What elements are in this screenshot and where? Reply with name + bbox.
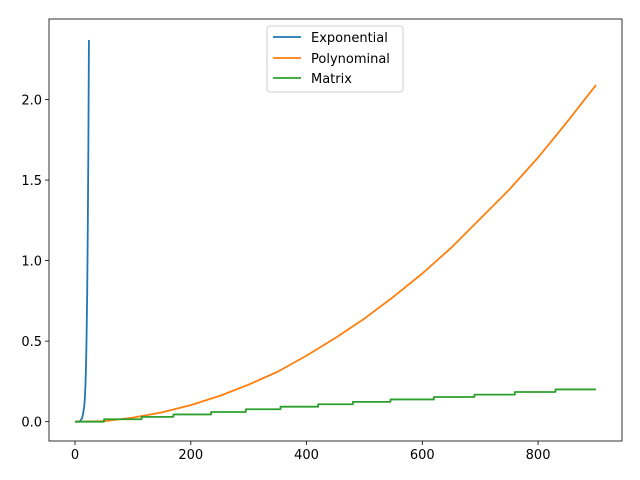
legend-label-matrix: Matrix <box>311 72 352 87</box>
y-tick-label: 0.5 <box>21 335 42 350</box>
plot-layer <box>75 39 597 423</box>
series-line-exponential <box>75 39 90 423</box>
x-tick-label: 800 <box>526 448 551 463</box>
x-tick-label: 0 <box>71 448 79 463</box>
series-line-matrix <box>75 388 596 423</box>
legend-box <box>266 25 404 93</box>
y-tick-label: 0.0 <box>21 416 42 431</box>
ticks-layer: 0 200 400 600 800 0.0 0.5 1.0 1.5 2.0 <box>21 94 550 463</box>
x-tick-label: 600 <box>410 448 435 463</box>
series-line-polynominal <box>75 84 597 423</box>
legend-label-polynominal: Polynominal <box>311 52 390 67</box>
x-tick-label: 400 <box>294 448 319 463</box>
y-tick-label: 1.0 <box>21 255 42 270</box>
y-tick-label: 2.0 <box>21 94 42 109</box>
x-tick-label: 200 <box>178 448 203 463</box>
plot-frame <box>48 18 623 442</box>
legend: Exponential Polynominal Matrix <box>266 25 404 93</box>
legend-label-exponential: Exponential <box>311 31 388 46</box>
y-tick-label: 1.5 <box>21 174 42 189</box>
